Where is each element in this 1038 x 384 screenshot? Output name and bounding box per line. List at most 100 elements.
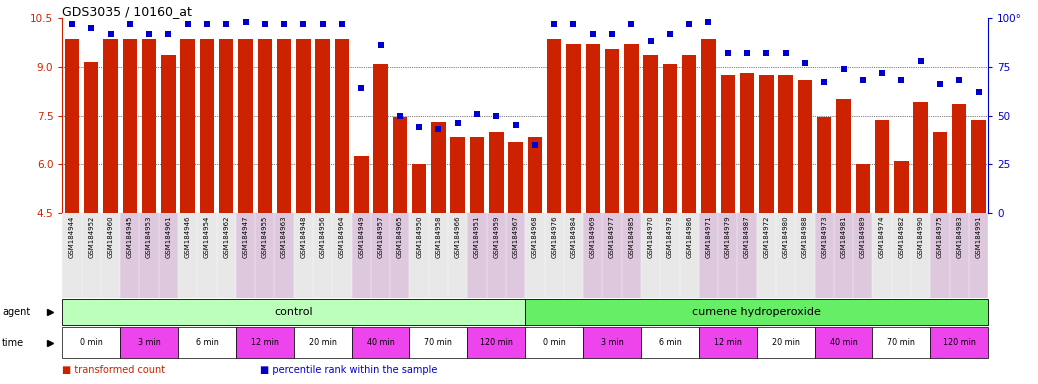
Bar xyxy=(583,327,640,358)
Text: ■ transformed count: ■ transformed count xyxy=(62,365,165,375)
Point xyxy=(854,77,871,83)
Bar xyxy=(409,327,467,358)
Bar xyxy=(566,44,580,213)
Bar xyxy=(352,213,409,298)
Text: GSM184969: GSM184969 xyxy=(590,215,596,258)
Bar xyxy=(84,62,99,213)
Bar xyxy=(644,55,658,213)
Bar xyxy=(894,161,908,213)
Point xyxy=(256,21,273,27)
Bar xyxy=(757,213,815,298)
Bar xyxy=(740,73,755,213)
Text: 6 min: 6 min xyxy=(658,338,681,347)
Bar xyxy=(585,44,600,213)
Bar xyxy=(489,132,503,213)
Text: 3 min: 3 min xyxy=(601,338,624,347)
Bar xyxy=(662,63,677,213)
Bar xyxy=(294,213,352,298)
Point xyxy=(449,120,466,126)
Text: 70 min: 70 min xyxy=(887,338,916,347)
Point xyxy=(604,31,621,37)
Point xyxy=(218,21,235,27)
Text: GSM184982: GSM184982 xyxy=(898,215,904,258)
Bar xyxy=(219,39,234,213)
Bar xyxy=(855,164,870,213)
Text: 40 min: 40 min xyxy=(829,338,857,347)
Bar xyxy=(875,120,890,213)
Bar xyxy=(930,213,988,298)
Point xyxy=(932,81,949,88)
Bar xyxy=(682,55,696,213)
Bar xyxy=(930,327,988,358)
Bar xyxy=(62,213,120,298)
Text: GSM184979: GSM184979 xyxy=(725,215,731,258)
Text: GSM184950: GSM184950 xyxy=(416,215,422,258)
Text: GSM184945: GSM184945 xyxy=(127,215,133,258)
Point xyxy=(584,31,601,37)
Bar xyxy=(181,39,195,213)
Point xyxy=(353,85,370,91)
Bar xyxy=(527,137,542,213)
Bar xyxy=(294,327,352,358)
Bar xyxy=(316,39,330,213)
Text: 20 min: 20 min xyxy=(308,338,336,347)
Text: GSM184990: GSM184990 xyxy=(918,215,924,258)
Text: control: control xyxy=(274,307,313,317)
Point xyxy=(83,25,100,31)
Point xyxy=(758,50,774,56)
Point xyxy=(430,126,446,132)
Bar xyxy=(239,39,253,213)
Point xyxy=(623,21,639,27)
Text: cumene hydroperoxide: cumene hydroperoxide xyxy=(692,307,821,317)
Point xyxy=(893,77,909,83)
Text: GSM184980: GSM184980 xyxy=(783,215,789,258)
Bar xyxy=(352,327,409,358)
Text: GSM184953: GSM184953 xyxy=(146,215,153,258)
Text: 0 min: 0 min xyxy=(543,338,566,347)
Bar xyxy=(161,55,175,213)
Point xyxy=(951,77,967,83)
Bar xyxy=(699,213,757,298)
Bar xyxy=(354,156,368,213)
Point xyxy=(160,31,176,37)
Text: ■ percentile rank within the sample: ■ percentile rank within the sample xyxy=(260,365,437,375)
Point xyxy=(238,19,254,25)
Bar xyxy=(467,213,525,298)
Bar xyxy=(467,327,525,358)
Point xyxy=(796,60,813,66)
Point xyxy=(681,21,698,27)
Text: GSM184987: GSM184987 xyxy=(744,215,750,258)
Bar xyxy=(122,39,137,213)
Bar xyxy=(431,122,445,213)
Point xyxy=(102,31,118,37)
Text: GSM184975: GSM184975 xyxy=(937,215,943,258)
Text: GSM184961: GSM184961 xyxy=(165,215,171,258)
Text: GSM184988: GSM184988 xyxy=(802,215,808,258)
Point xyxy=(315,21,331,27)
Point xyxy=(661,31,678,37)
Bar xyxy=(257,39,272,213)
Point xyxy=(141,31,158,37)
Point xyxy=(643,38,659,45)
Text: GSM184957: GSM184957 xyxy=(378,215,384,258)
Point xyxy=(198,21,215,27)
Point xyxy=(912,58,929,64)
Text: GSM184972: GSM184972 xyxy=(763,215,769,258)
Text: GSM184970: GSM184970 xyxy=(648,215,654,258)
Bar xyxy=(778,75,793,213)
Point xyxy=(816,79,832,85)
Bar xyxy=(913,103,928,213)
Bar xyxy=(872,213,930,298)
Bar xyxy=(837,99,851,213)
Bar xyxy=(605,49,620,213)
Bar xyxy=(296,39,310,213)
Text: time: time xyxy=(2,338,24,348)
Point xyxy=(508,122,524,128)
Point xyxy=(701,19,717,25)
Bar xyxy=(720,75,735,213)
Bar xyxy=(952,104,966,213)
Text: GSM184955: GSM184955 xyxy=(262,215,268,258)
Bar xyxy=(525,300,988,324)
Text: GSM184965: GSM184965 xyxy=(397,215,403,258)
Bar xyxy=(583,213,640,298)
